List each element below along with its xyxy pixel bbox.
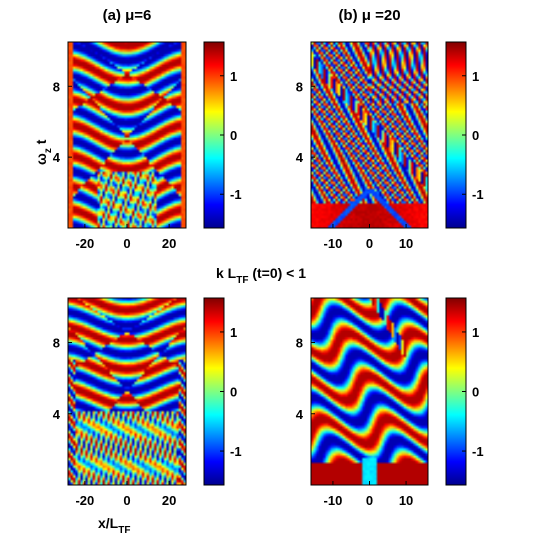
colorbar-tick-label: 1 (472, 325, 479, 340)
colorbar-tick-label: -1 (230, 187, 242, 202)
y-tick-label: 8 (53, 336, 60, 351)
heatmap-image (311, 42, 428, 228)
colorbar-tick-label: -1 (472, 187, 484, 202)
y-tick-label: 8 (296, 336, 303, 351)
heatmap-image (68, 298, 186, 485)
x-tick-label: 20 (162, 493, 176, 508)
y-tick-label: 4 (53, 407, 61, 422)
heatmap-image (68, 42, 186, 228)
x-tick-label: 0 (123, 236, 130, 251)
x-tick-label: 0 (366, 236, 373, 251)
x-tick-label: -10 (324, 493, 343, 508)
panel-title: (a) μ=6 (103, 7, 152, 24)
colorbar-tick-label: 1 (230, 69, 237, 84)
colorbar-tick-label: -1 (230, 444, 242, 459)
middle-label: k LTF (t=0) < 1 (216, 265, 306, 286)
x-tick-label: -20 (75, 236, 94, 251)
panel-bottom-left: -20 0 20 4 8 -1 0 1 (53, 297, 242, 508)
y-tick-label: 8 (296, 79, 303, 94)
colorbar-tick-label: 1 (230, 325, 237, 340)
colorbar-tick-label: 0 (472, 128, 479, 143)
colorbar-tick-label: 0 (472, 385, 479, 400)
x-tick-label: -20 (75, 493, 94, 508)
panel-top-left: (a) μ=6 -20 0 20 4 8 -1 0 1 (53, 7, 242, 251)
x-tick-label: 10 (399, 493, 413, 508)
x-tick-label: 0 (123, 493, 130, 508)
y-tick-label: 4 (53, 150, 61, 165)
y-axis-label: ωz t (33, 139, 54, 165)
y-tick-label: 4 (296, 407, 304, 422)
colorbar-tick-label: 0 (230, 128, 237, 143)
x-tick-label: 20 (162, 236, 176, 251)
x-tick-label: -10 (324, 236, 343, 251)
x-tick-label: 0 (366, 493, 373, 508)
x-tick-label: 10 (399, 236, 413, 251)
colorbar-tick-label: 0 (230, 385, 237, 400)
panel-title: (b) μ =20 (338, 7, 400, 24)
colorbar-tick-label: 1 (472, 69, 479, 84)
y-tick-label: 8 (53, 79, 60, 94)
heatmap-image (311, 298, 428, 485)
y-tick-label: 4 (296, 150, 304, 165)
x-axis-label: x/LTF (98, 515, 130, 536)
colorbar-tick-label: -1 (472, 444, 484, 459)
